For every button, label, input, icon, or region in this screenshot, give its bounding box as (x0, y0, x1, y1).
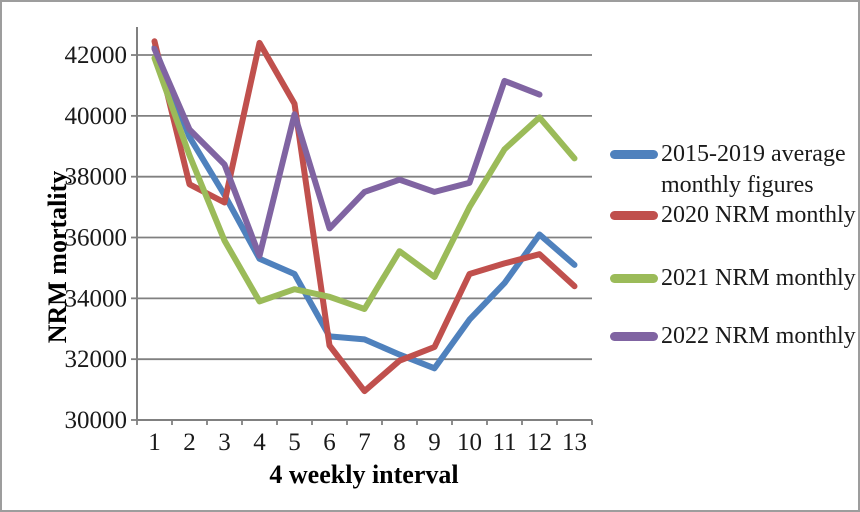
y-tick-label: 34000 (65, 285, 128, 312)
x-tick-label: 5 (288, 429, 301, 456)
y-axis-title: NRM mortality (43, 171, 72, 344)
x-tick-label: 4 (253, 429, 266, 456)
x-tick-label: 6 (323, 429, 336, 456)
x-tick-label: 10 (457, 429, 482, 456)
x-tick-label: 2 (183, 429, 196, 456)
series-line-3 (151, 45, 543, 259)
y-tick-label: 42000 (65, 42, 128, 69)
x-tick-label: 3 (218, 429, 231, 456)
x-tick-label: 9 (428, 429, 441, 456)
legend-swatch-line (610, 150, 658, 159)
legend-label: 2015-2019 average monthly figures (661, 141, 846, 198)
x-tick-label: 8 (393, 429, 406, 456)
y-tick-label: 32000 (65, 346, 128, 373)
y-tick-label: 36000 (65, 225, 128, 252)
chart-legend: 2015-2019 average monthly figures 2020 NR… (610, 2, 858, 510)
legend-swatch-line (610, 274, 658, 283)
legend-item-2015-2019-average: 2015-2019 average monthly figures (610, 139, 846, 201)
series-line-1 (151, 38, 578, 395)
y-tick-label: 30000 (65, 407, 128, 434)
legend-label: 2021 NRM monthly (661, 265, 856, 291)
legend-swatch-line (610, 332, 658, 341)
legend-label: 2022 NRM monthly (661, 323, 856, 349)
legend-label: 2020 NRM monthly (661, 202, 856, 228)
legend-swatch-line (610, 211, 658, 220)
x-tick-label: 12 (527, 429, 552, 456)
legend-item-2022-nrm-monthly: 2022 NRM monthly (610, 321, 856, 352)
legend-item-2021-nrm-monthly: 2021 NRM monthly (610, 263, 856, 294)
x-tick-label: 1 (148, 429, 161, 456)
y-tick-label: 40000 (65, 103, 128, 130)
x-tick-label: 7 (358, 429, 371, 456)
y-tick-label: 38000 (65, 164, 128, 191)
x-axis-title: 4 weekly interval (269, 460, 458, 489)
series-line-0 (151, 44, 578, 372)
series-line-2 (151, 55, 578, 312)
x-tick-label: 11 (492, 429, 516, 456)
legend-item-2020-nrm-monthly: 2020 NRM monthly (610, 200, 856, 231)
x-tick-label: 13 (562, 429, 587, 456)
